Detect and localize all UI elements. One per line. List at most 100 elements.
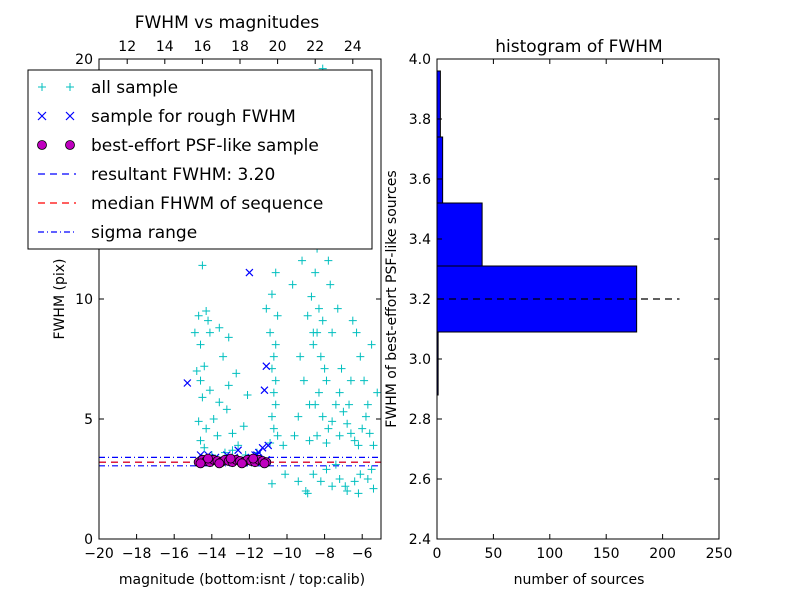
point-all-sample <box>269 424 278 433</box>
scatter-xtick-label: −16 <box>159 546 189 562</box>
point-all-sample <box>328 482 337 491</box>
point-all-sample <box>373 388 381 397</box>
point-rough-fwhm <box>245 268 254 277</box>
point-psf-like <box>248 453 259 464</box>
point-rough-fwhm <box>234 446 243 455</box>
legend-label: median FHWM of sequence <box>91 194 323 214</box>
legend-label: sigma range <box>91 223 197 243</box>
point-all-sample <box>303 489 312 498</box>
point-all-sample <box>367 465 376 474</box>
legend: all sample sample for rough FWHM best-effo… <box>27 69 373 250</box>
point-all-sample <box>358 424 367 433</box>
point-all-sample <box>215 398 224 407</box>
point-all-sample <box>202 424 211 433</box>
point-all-sample <box>369 484 378 493</box>
point-all-sample <box>271 268 280 277</box>
point-all-sample <box>294 412 303 421</box>
point-all-sample <box>318 412 327 421</box>
legend-plus-icon <box>38 83 46 91</box>
scatter-xtick-label: −6 <box>352 546 373 562</box>
point-all-sample <box>224 333 233 342</box>
histogram-ytick-label: 2.6 <box>409 472 431 488</box>
histogram-xtick-label: 100 <box>536 546 563 562</box>
legend-entry: sample for rough FWHM <box>37 107 296 127</box>
legend-entry: best-effort PSF-like sample <box>37 136 319 156</box>
point-all-sample <box>328 328 337 337</box>
point-all-sample <box>196 376 205 385</box>
legend-entry: sigma range <box>38 223 197 243</box>
point-all-sample <box>198 393 207 402</box>
scatter-title: FWHM vs magnitudes <box>135 13 320 33</box>
scatter-top-tick-label: 18 <box>231 39 249 55</box>
point-all-sample <box>360 376 369 385</box>
point-all-sample <box>322 376 331 385</box>
point-all-sample <box>309 470 318 479</box>
legend-label: resultant FWHM: 3.20 <box>91 165 275 185</box>
point-all-sample <box>228 446 237 455</box>
point-all-sample <box>273 311 282 320</box>
point-rough-fwhm <box>264 441 273 450</box>
point-all-sample <box>318 316 327 325</box>
histogram-xlabel: number of sources <box>514 572 645 588</box>
point-all-sample <box>307 292 316 301</box>
point-all-sample <box>331 460 340 469</box>
point-all-sample <box>281 470 290 479</box>
point-all-sample <box>271 340 280 349</box>
legend-items: all sample sample for rough FWHM best-effo… <box>37 78 323 243</box>
histogram-xtick-label: 150 <box>593 546 620 562</box>
point-all-sample <box>299 376 308 385</box>
point-all-sample <box>350 436 359 445</box>
point-all-sample <box>324 256 333 265</box>
point-all-sample <box>194 417 203 426</box>
point-all-sample <box>333 304 342 313</box>
legend-entry: all sample <box>38 78 178 98</box>
scatter-top-tick-label: 24 <box>344 39 362 55</box>
point-all-sample <box>200 362 209 371</box>
legend-label: sample for rough FWHM <box>91 107 296 127</box>
point-all-sample <box>346 429 355 438</box>
point-all-sample <box>271 400 280 409</box>
point-all-sample <box>239 422 248 431</box>
point-all-sample <box>266 328 275 337</box>
scatter-top-tick-label: 20 <box>269 39 287 55</box>
point-all-sample <box>294 477 303 486</box>
histogram-axes: 0 50 100 150 200 250 2.4 2.6 2.8 3.0 3.2 3.4 3.6 3.8 4… <box>409 52 733 562</box>
scatter-xtick-label: −18 <box>122 546 152 562</box>
point-all-sample <box>314 304 323 313</box>
point-all-sample <box>296 352 305 361</box>
point-all-sample <box>288 280 297 289</box>
legend-label: best-effort PSF-like sample <box>91 136 319 156</box>
point-all-sample <box>262 304 271 313</box>
point-all-sample <box>234 441 243 450</box>
point-all-sample <box>322 465 331 474</box>
scatter-axes: −20 −18 −16 −14 −12 −10 −8 −6 0 5 10 20 12 14 16 18 20 22… <box>75 39 382 562</box>
point-all-sample <box>243 391 252 399</box>
histogram-xtick-label: 50 <box>484 546 502 562</box>
point-rough-fwhm <box>183 379 192 387</box>
point-all-sample <box>354 441 363 450</box>
histogram-xtick-label: 250 <box>706 546 733 562</box>
point-all-sample <box>324 424 333 433</box>
point-all-sample <box>345 400 354 409</box>
scatter-xtick-label: −12 <box>235 546 265 562</box>
point-all-sample <box>196 340 205 349</box>
histogram-xtick-label: 200 <box>649 546 676 562</box>
legend-entry: resultant FWHM: 3.20 <box>38 165 275 185</box>
point-all-sample <box>337 364 346 373</box>
point-all-sample <box>279 441 288 450</box>
scatter-top-tick-label: 12 <box>118 39 136 55</box>
legend-cross-icon <box>65 111 75 121</box>
legend-circle-icon <box>37 140 47 150</box>
histogram-ytick-label: 4.0 <box>409 52 431 68</box>
point-all-sample <box>343 487 352 495</box>
point-all-sample <box>356 352 365 361</box>
point-all-sample <box>273 431 282 440</box>
scatter-ytick-label: 20 <box>75 52 93 68</box>
point-all-sample <box>232 369 241 378</box>
point-all-sample <box>346 376 355 385</box>
point-all-sample <box>343 419 352 428</box>
point-all-sample <box>215 323 224 332</box>
point-psf-like <box>203 453 213 464</box>
histogram-panel: histogram of FWHM 0 50 100 150 200 250 2.4 2.6 2… <box>384 37 732 588</box>
histogram-ytick-label: 3.4 <box>409 232 431 248</box>
